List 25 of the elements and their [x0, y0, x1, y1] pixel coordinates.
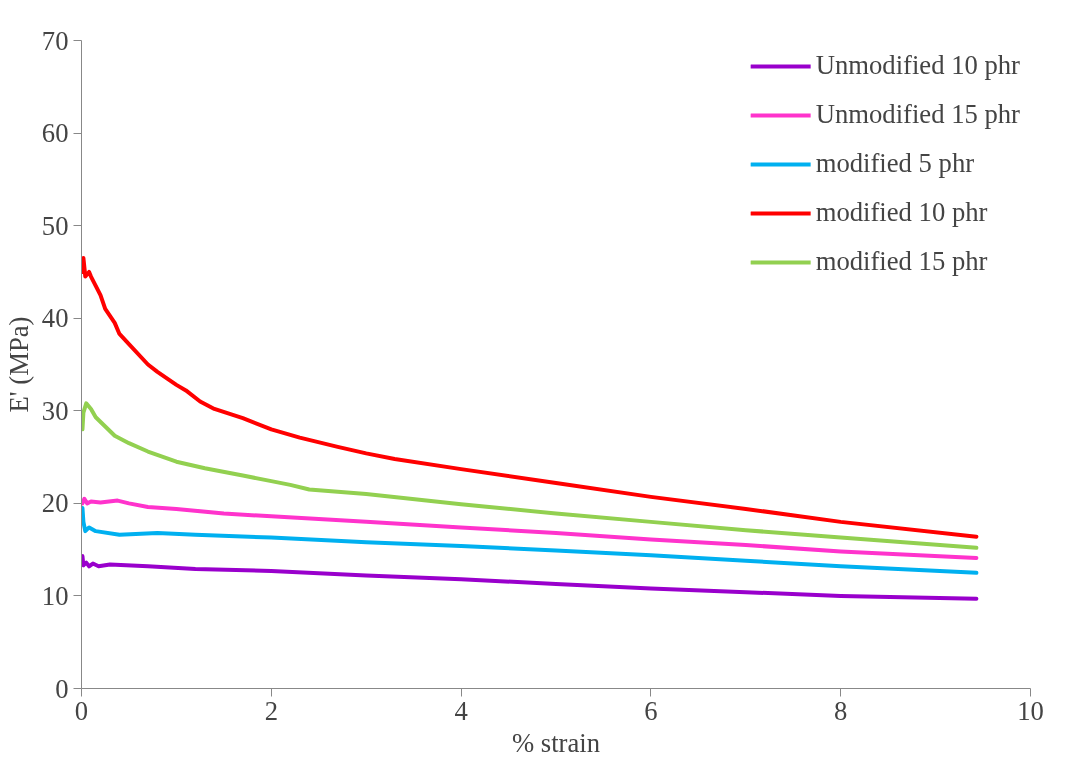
y-tick-label: 30	[41, 395, 69, 426]
x-axis-title: % strain	[511, 727, 601, 758]
y-tick-label: 70	[41, 25, 69, 56]
line-series	[81, 496, 979, 560]
x-tick-label: 0	[74, 695, 89, 726]
y-tick-label: 20	[41, 488, 69, 519]
x-tick-label: 4	[454, 695, 468, 726]
x-tick-label: 10	[1017, 695, 1044, 726]
legend-label: Unmodified 15 phr	[815, 99, 1020, 130]
x-tick-label: 2	[264, 695, 278, 726]
x-tick-label: 8	[834, 695, 848, 726]
legend-label: modified 5 phr	[815, 148, 975, 179]
legend-label: modified 10 phr	[815, 197, 988, 228]
line-series	[81, 554, 979, 601]
y-tick-label: 10	[41, 580, 69, 611]
y-axis-title: E' (MPa)	[3, 316, 34, 413]
legend-label: modified 15 phr	[815, 246, 988, 277]
legend-label: Unmodified 10 phr	[815, 50, 1020, 81]
y-tick-label: 40	[41, 303, 69, 334]
y-tick-label: 50	[41, 210, 69, 241]
x-tick-label: 6	[644, 695, 658, 726]
line-series	[81, 401, 979, 550]
line-series	[81, 505, 979, 575]
y-tick-label: 0	[55, 673, 69, 704]
y-tick-label: 60	[41, 118, 69, 149]
